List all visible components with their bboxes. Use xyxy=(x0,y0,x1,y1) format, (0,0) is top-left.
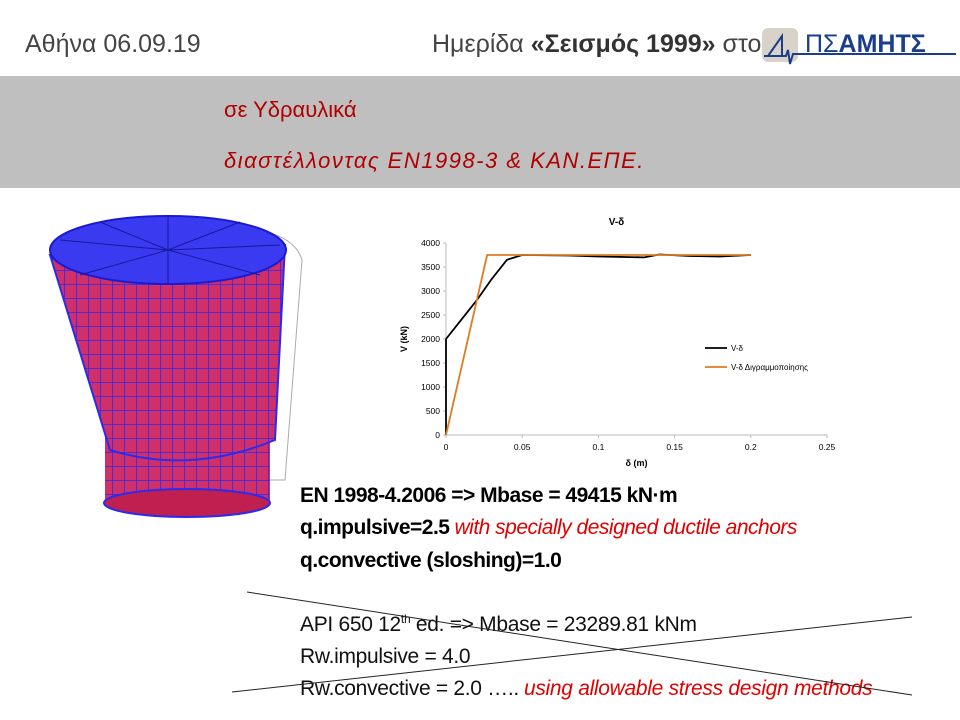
logo-bold: ΑΜΗΤΣ xyxy=(838,30,926,58)
series-line xyxy=(445,254,751,436)
legend-label: V-δ xyxy=(731,344,744,353)
y-tick-label: 3500 xyxy=(421,262,440,272)
note-line: q.impulsive=2.5 with specially designed d… xyxy=(300,516,797,540)
y-tick-label: 2500 xyxy=(421,310,440,320)
banner-line: σε Υδραυλικά xyxy=(224,97,357,122)
banner-line: διαστέλλοντας EN1998-3 & ΚΑΝ.ΕΠΕ. xyxy=(224,148,645,173)
x-tick-label: 0.15 xyxy=(666,442,683,452)
crossed-text: ed. => Mbase = 23289.81 kNm xyxy=(415,613,697,636)
crossed-text: API 650 12 xyxy=(300,613,401,636)
x-tick-label: 0.2 xyxy=(745,442,757,452)
crossed-text: Rw.convective = 2.0 ….. xyxy=(300,677,519,700)
x-axis-label: δ (m) xyxy=(626,458,648,468)
y-tick-label: 2000 xyxy=(421,334,440,344)
event-name: «Σεισμός 1999» xyxy=(530,30,716,58)
crossed-line: API 650 12th ed. => Mbase = 23289.81 kNm xyxy=(300,612,697,637)
x-tick-label: 0 xyxy=(444,442,449,452)
y-tick-label: 500 xyxy=(426,406,440,416)
event: Ημερίδα «Σεισμός 1999» στο xyxy=(432,30,761,59)
y-tick-label: 1000 xyxy=(421,382,440,392)
superscript: th xyxy=(400,612,411,626)
y-tick-label: 1500 xyxy=(421,358,440,368)
legend-label: V-δ Διγραμμοποίησης xyxy=(731,363,808,372)
y-tick-label: 4000 xyxy=(421,238,440,248)
x-tick-label: 0.25 xyxy=(819,442,836,452)
y-axis-label: V (kN) xyxy=(399,326,409,352)
note-line: q.convective (sloshing)=1.0 xyxy=(300,549,562,572)
series-line xyxy=(445,253,751,435)
tank-model xyxy=(48,215,303,518)
y-tick-label: 0 xyxy=(435,430,440,440)
date: Αθήνα 06.09.19 xyxy=(25,30,201,58)
note-line: EN 1998-4.2006 => Mbase = 49415 kN·m xyxy=(300,484,678,507)
crossed-remark: using allowable stress design methods xyxy=(523,677,873,700)
logo xyxy=(762,28,956,65)
banner xyxy=(0,76,960,188)
event-prefix: Ημερίδα xyxy=(432,30,524,58)
crossed-line: Rw.impulsive = 4.0 xyxy=(300,645,471,668)
crossed-line: Rw.convective = 2.0 ….. using allowable s… xyxy=(300,677,873,701)
y-tick-label: 3000 xyxy=(421,286,440,296)
x-tick-label: 0.1 xyxy=(592,442,604,452)
x-tick-label: 0.05 xyxy=(514,442,531,452)
logo-text: ΠΣΑΜΗΤΣ xyxy=(805,30,926,59)
note-main: q.impulsive=2.5 xyxy=(300,516,450,539)
logo-light: ΠΣ xyxy=(805,30,839,58)
chart-title: V-δ xyxy=(609,217,625,228)
chart: V-δ 0 500 1000 1500 2000 2500 3000 3500 4000 0 0.05… xyxy=(399,217,836,468)
note-remark: with specially designed ductile anchors xyxy=(454,516,798,539)
event-suffix: στο xyxy=(722,30,762,58)
